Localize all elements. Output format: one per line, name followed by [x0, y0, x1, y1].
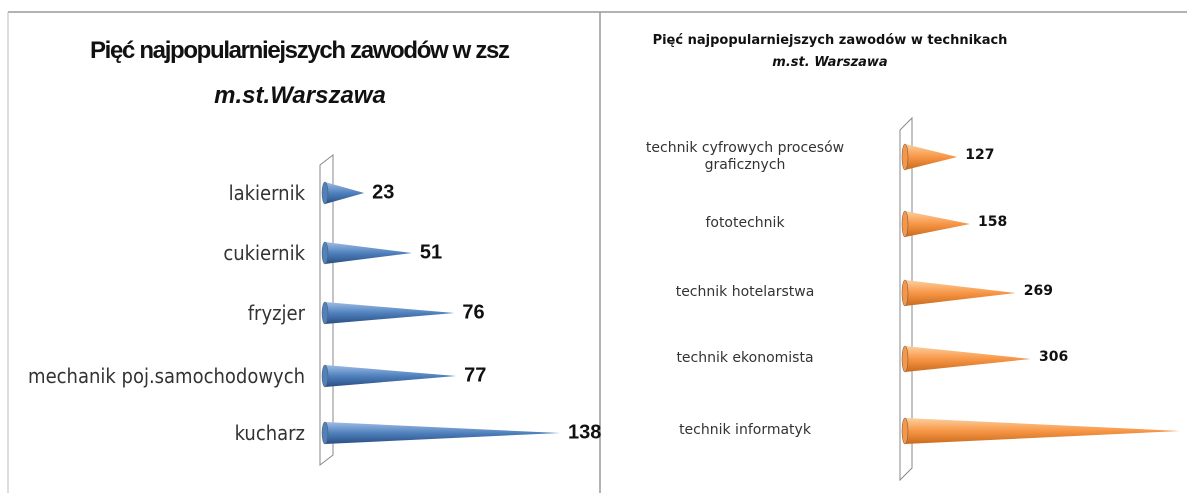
cone: [901, 417, 1180, 445]
cone-base: [901, 417, 909, 445]
category-label-box: fryzjer: [247, 300, 305, 325]
value-label: 158: [978, 214, 1007, 230]
cone-base: [321, 181, 329, 205]
cone-body: [325, 365, 457, 387]
cone: [901, 210, 971, 238]
chart-subtitle: m.st. Warszawa: [772, 55, 887, 70]
cone-body: [905, 211, 971, 237]
cone: [901, 279, 1016, 307]
value-label: 76: [462, 301, 484, 323]
cone: [901, 345, 1031, 373]
cone-body: [325, 422, 560, 444]
cone-body: [905, 280, 1016, 306]
value-label: 269: [1024, 283, 1053, 299]
cone-base: [321, 241, 329, 265]
cone: [901, 143, 958, 171]
cone-base: [901, 279, 909, 307]
category-label-box: technik cyfrowych procesów graficznych: [645, 139, 845, 174]
category-label-box: cukiernik: [223, 240, 305, 265]
cone-body: [325, 242, 412, 264]
category-label-box: technik hotelarstwa: [675, 284, 815, 301]
cone: [321, 364, 457, 388]
value-label: 127: [965, 147, 994, 163]
category-label: mechanik poj.samochodowych: [28, 363, 305, 388]
cone-base: [321, 421, 329, 445]
category-label-box: technik ekonomista: [676, 350, 814, 367]
value-label: 23: [372, 181, 394, 203]
chart-title: Pięć najpopularniejszych zawodów w zsz: [90, 37, 510, 64]
category-label: cukiernik: [223, 240, 305, 265]
value-label: 138: [568, 421, 601, 443]
cone-base: [901, 345, 909, 373]
category-label-box: technik informatyk: [679, 422, 811, 439]
cone: [321, 181, 365, 205]
value-label: 306: [1039, 349, 1068, 365]
value-label: 51: [420, 241, 442, 263]
cone-base: [901, 210, 909, 238]
cone-base: [321, 301, 329, 325]
category-label: kucharz: [234, 420, 305, 445]
category-label-box: mechanik poj.samochodowych: [28, 363, 305, 388]
category-label: fryzjer: [247, 300, 305, 325]
cone-body: [325, 182, 365, 204]
cone-base: [901, 143, 909, 171]
category-label: technik ekonomista: [676, 350, 814, 367]
cone: [321, 301, 455, 325]
cone-body: [905, 346, 1031, 372]
chart-subtitle: m.st.Warszawa: [214, 82, 386, 109]
category-label: fototechnik: [705, 215, 785, 232]
category-label-box: fototechnik: [705, 215, 785, 232]
category-label: technik hotelarstwa: [675, 284, 815, 301]
chart-title: Pięć najpopularniejszych zawodów w techn…: [653, 33, 1008, 48]
category-label: lakiernik: [228, 180, 305, 205]
cone-body: [905, 144, 958, 170]
cone-body: [905, 418, 1180, 444]
category-label: technik informatyk: [679, 422, 811, 439]
category-label-box: lakiernik: [228, 180, 305, 205]
cone: [321, 421, 560, 445]
cone-body: [325, 302, 455, 324]
category-label-box: kucharz: [234, 420, 305, 445]
category-label: technik cyfrowych procesów graficznych: [645, 139, 845, 174]
value-label: 77: [464, 364, 486, 386]
cone-base: [321, 364, 329, 388]
cone: [321, 241, 412, 265]
